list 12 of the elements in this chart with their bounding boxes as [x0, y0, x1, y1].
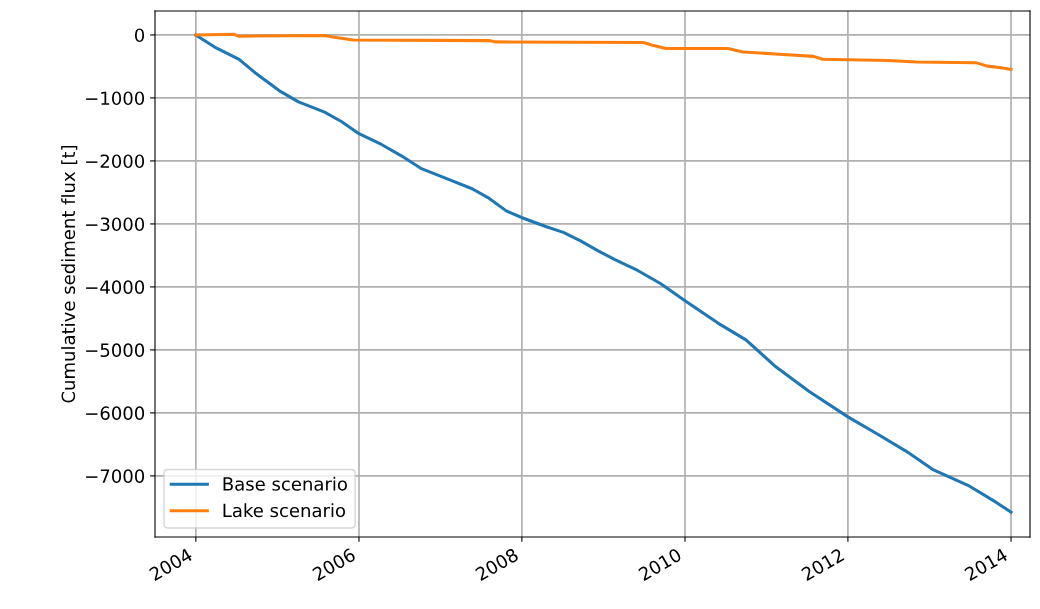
y-tick-label: −2000: [86, 154, 145, 169]
legend-label: Base scenario: [223, 476, 347, 491]
y-tick-label: −7000: [86, 469, 145, 484]
y-tick-label: −4000: [86, 280, 145, 295]
y-tick-label: 0: [134, 28, 145, 43]
y-tick-label: −3000: [86, 217, 145, 232]
y-axis-title: Cumulative sediment flux [t]: [61, 145, 78, 403]
line-series: [194, 32, 1013, 72]
legend-label: Lake scenario: [223, 503, 346, 518]
y-tick-label: −1000: [86, 91, 145, 106]
y-tick-label: −6000: [86, 406, 145, 421]
y-tick-label: −5000: [86, 343, 145, 358]
